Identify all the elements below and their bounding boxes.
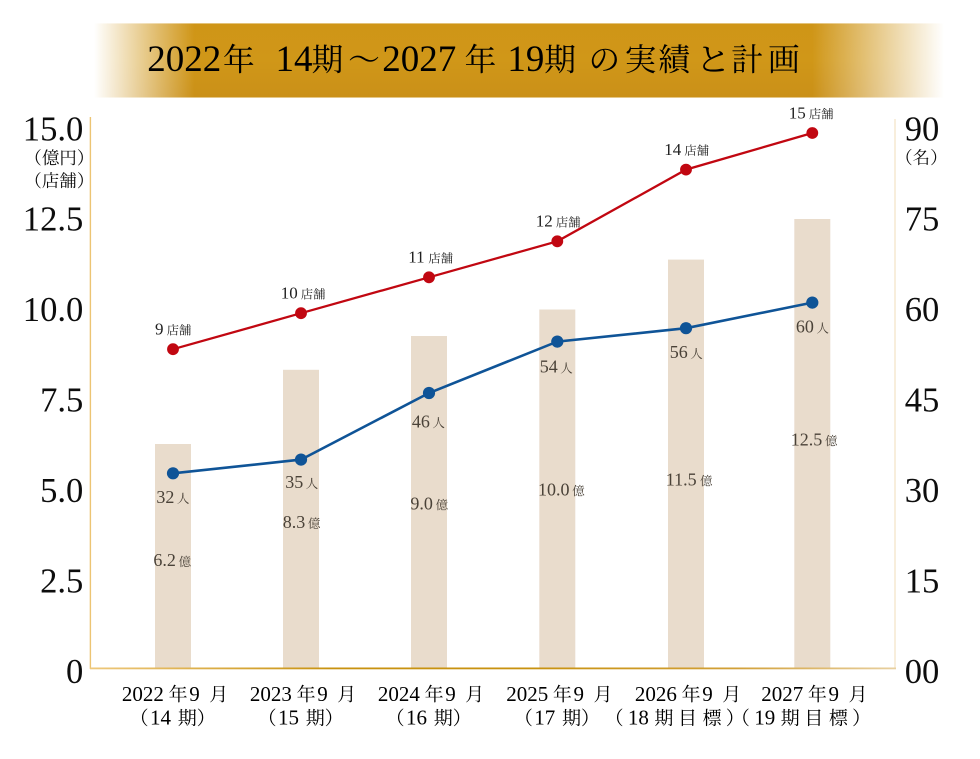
svg-text:30: 30 <box>905 472 940 510</box>
svg-text:2024: 2024 <box>378 682 421 706</box>
svg-text:90: 90 <box>905 110 940 148</box>
svg-text:12.5: 12.5 <box>23 201 84 239</box>
svg-text:9.0: 9.0 <box>410 493 433 513</box>
svg-text:9: 9 <box>702 682 713 706</box>
svg-text:45: 45 <box>905 382 940 420</box>
svg-text:9: 9 <box>829 682 840 706</box>
svg-text:56: 56 <box>670 342 688 362</box>
svg-text:9: 9 <box>189 682 200 706</box>
svg-text:2027: 2027 <box>382 39 456 80</box>
svg-text:18: 18 <box>628 706 649 730</box>
svg-text:6.2: 6.2 <box>153 550 176 570</box>
svg-text:10.0: 10.0 <box>538 479 570 499</box>
svg-text:54: 54 <box>540 357 558 377</box>
svg-text:9: 9 <box>574 682 585 706</box>
svg-text:35: 35 <box>285 472 303 492</box>
svg-text:5.0: 5.0 <box>40 472 83 510</box>
svg-text:2022: 2022 <box>147 39 221 80</box>
svg-text:2023: 2023 <box>250 682 292 706</box>
svg-text:2026: 2026 <box>635 682 677 706</box>
svg-text:8.3: 8.3 <box>283 512 306 532</box>
svg-text:10.0: 10.0 <box>23 291 84 329</box>
svg-text:7.5: 7.5 <box>40 382 83 420</box>
svg-text:2025: 2025 <box>506 682 548 706</box>
svg-text:60: 60 <box>905 291 940 329</box>
svg-text:11: 11 <box>408 248 424 267</box>
svg-text:75: 75 <box>905 201 940 239</box>
svg-text:2022: 2022 <box>122 682 164 706</box>
svg-text:19: 19 <box>507 39 544 80</box>
svg-text:15: 15 <box>789 103 806 122</box>
svg-text:10: 10 <box>281 284 298 303</box>
svg-text:14: 14 <box>664 140 682 159</box>
svg-text:60: 60 <box>796 317 814 337</box>
svg-text:2.5: 2.5 <box>40 563 83 601</box>
svg-text:15: 15 <box>905 563 940 601</box>
svg-text:32: 32 <box>156 487 174 507</box>
svg-text:15.0: 15.0 <box>23 110 84 148</box>
svg-text:19: 19 <box>754 706 775 730</box>
svg-text:9: 9 <box>317 682 328 706</box>
svg-text:11.5: 11.5 <box>666 469 697 489</box>
svg-text:46: 46 <box>412 411 430 431</box>
svg-text:14: 14 <box>276 39 313 80</box>
svg-text:9: 9 <box>155 320 164 339</box>
svg-text:17: 17 <box>534 706 555 730</box>
svg-text:9: 9 <box>445 682 456 706</box>
svg-text:14: 14 <box>150 706 172 730</box>
svg-text:0: 0 <box>66 653 83 691</box>
svg-text:15: 15 <box>278 706 299 730</box>
svg-text:16: 16 <box>406 706 427 730</box>
svg-text:12: 12 <box>536 212 553 231</box>
svg-text:00: 00 <box>905 653 940 691</box>
svg-text:12.5: 12.5 <box>791 429 823 449</box>
svg-text:2027: 2027 <box>761 682 803 706</box>
